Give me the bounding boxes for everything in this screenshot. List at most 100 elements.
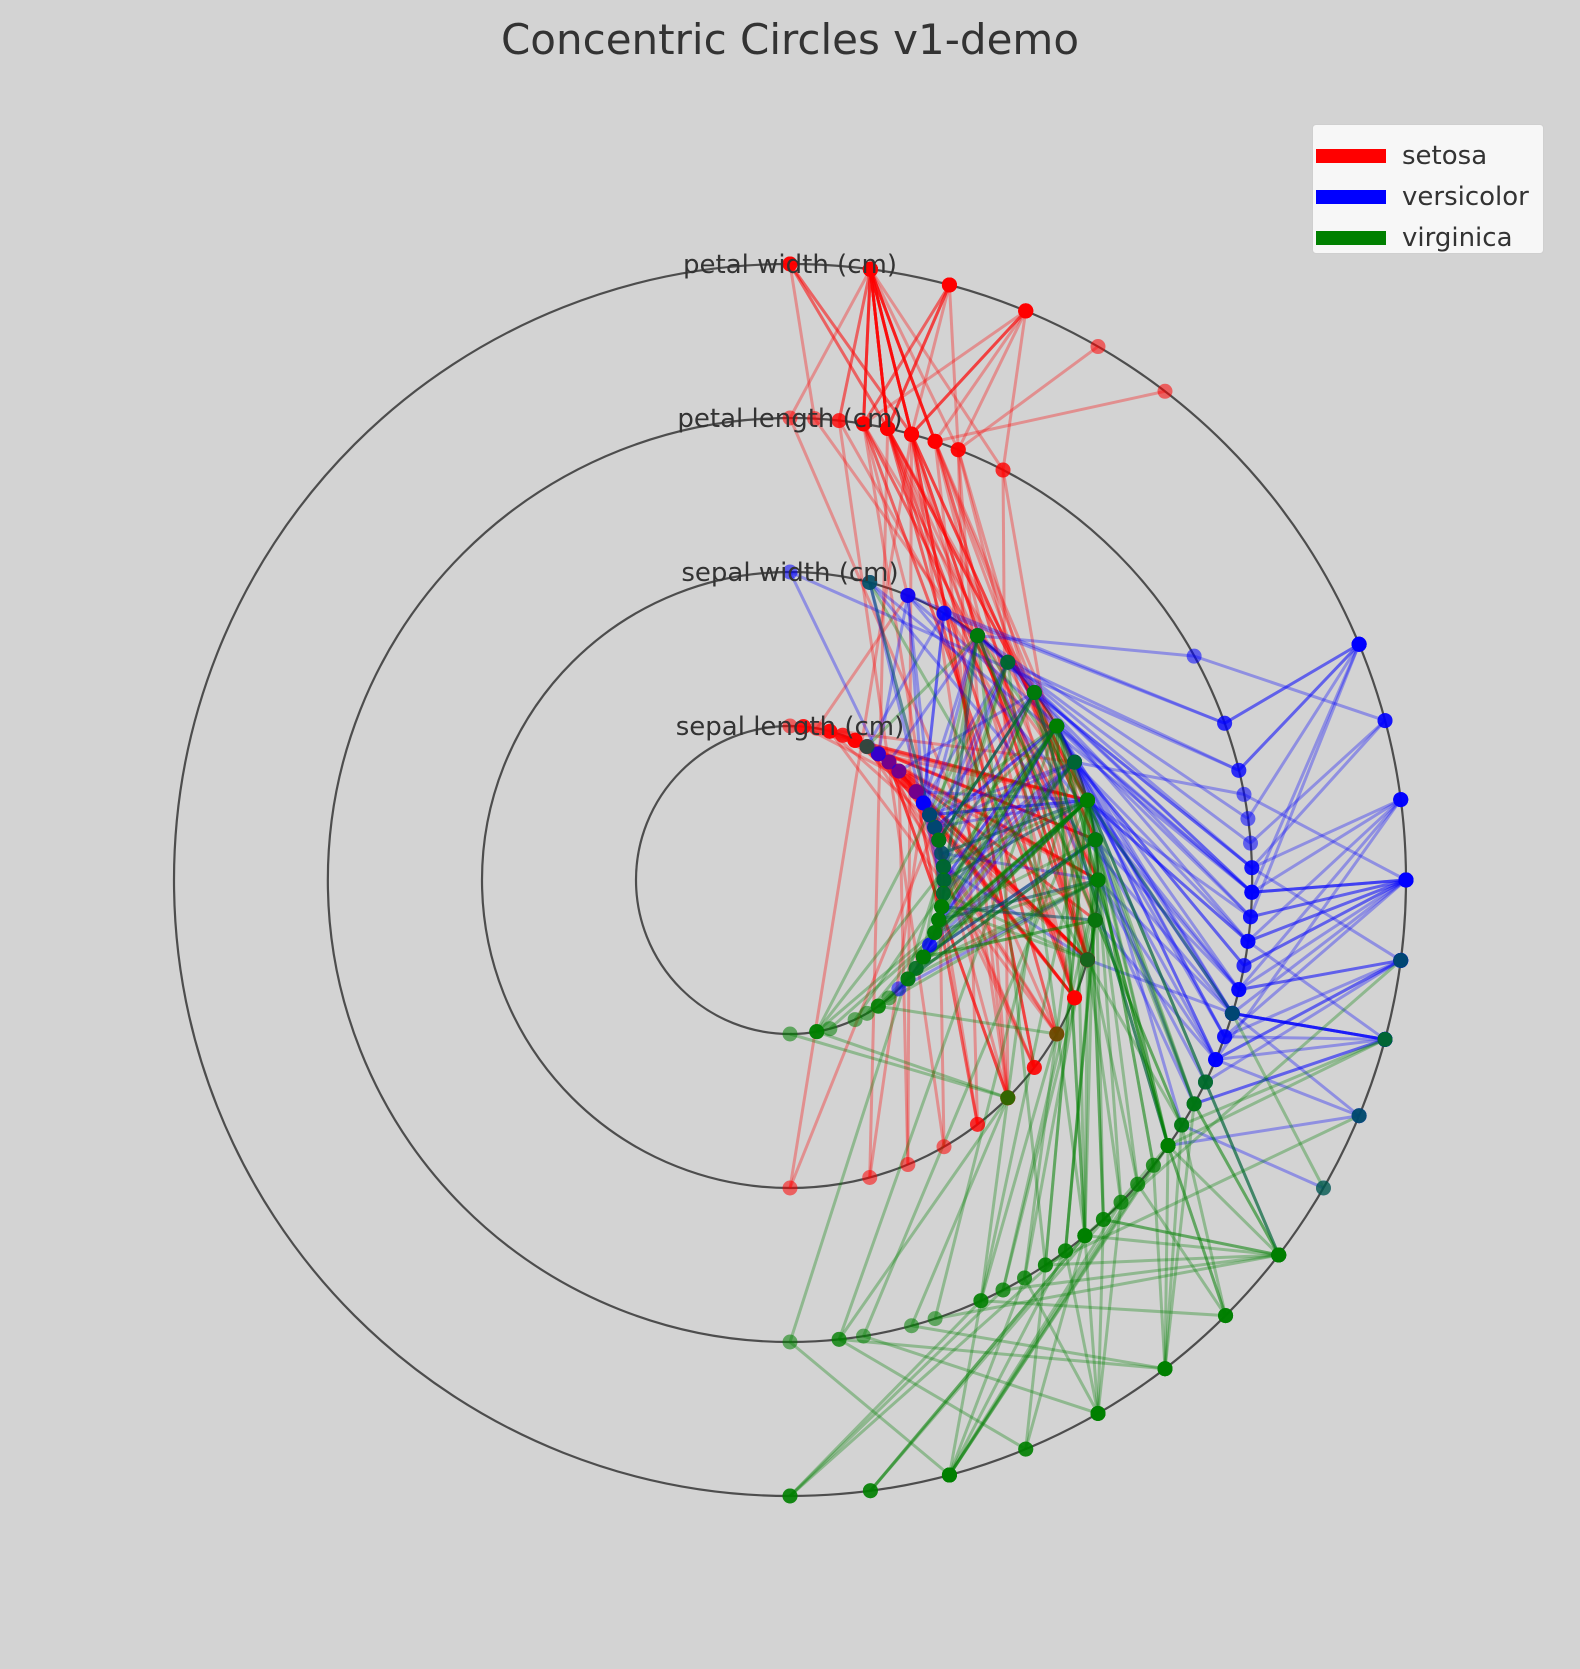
- link-virginica-125-2: [1002, 1253, 1279, 1292]
- link-setosa-25-1: [933, 440, 1089, 801]
- link-setosa-28-2: [868, 269, 890, 429]
- link-versicolor-92-2: [1251, 798, 1402, 894]
- link-virginica-134-1: [1006, 662, 1087, 1236]
- point-setosa-29-sepal-length: [835, 727, 851, 743]
- link-versicolor-71-2: [1251, 878, 1407, 894]
- link-versicolor-67-0: [937, 691, 1036, 841]
- ring-label-petal-length: petal length (cm): [677, 404, 902, 434]
- point-virginica-143-sepal-length: [908, 960, 924, 976]
- point-versicolor-50-sepal-length: [891, 981, 907, 997]
- link-versicolor-86-0: [922, 838, 1097, 959]
- point-virginica-102-sepal-length: [881, 990, 897, 1006]
- link-virginica-147-2: [1151, 1165, 1167, 1369]
- point-virginica-137-sepal-length: [931, 912, 947, 928]
- point-versicolor-98-sepal-length: [881, 754, 897, 770]
- point-setosa-48-sepal-width: [1026, 1059, 1042, 1075]
- link-versicolor-93-2: [1223, 642, 1360, 725]
- link-virginica-101-0: [937, 691, 1036, 841]
- point-virginica-140-petal-width: [862, 1483, 878, 1499]
- link-virginica-103-2: [1084, 1234, 1279, 1257]
- point-virginica-140-petal-length: [1077, 1228, 1093, 1244]
- link-virginica-118-2: [789, 1340, 951, 1477]
- point-virginica-119-sepal-width: [862, 574, 878, 590]
- link-setosa-21-2: [910, 309, 1027, 436]
- point-virginica-144-petal-length: [1058, 1243, 1074, 1259]
- link-virginica-149-1: [1086, 799, 1170, 1146]
- link-versicolor-95-1: [1086, 799, 1249, 943]
- link-virginica-147-1: [1086, 800, 1155, 1166]
- point-setosa-33-sepal-width: [862, 1170, 878, 1186]
- link-virginica-146-1: [976, 635, 1184, 1126]
- link-versicolor-59-2: [1251, 866, 1402, 962]
- link-versicolor-55-1: [1055, 725, 1234, 1015]
- link-versicolor-53-1: [906, 594, 1253, 894]
- link-setosa-1-1: [886, 427, 1089, 801]
- link-setosa-6-1: [886, 427, 1089, 961]
- link-virginica-130-2: [980, 1299, 1226, 1318]
- link-versicolor-92-1: [1006, 661, 1253, 894]
- link-virginica-137-0: [938, 838, 1097, 922]
- link-virginica-133-2: [1167, 1038, 1386, 1147]
- point-setosa-14-sepal-width: [936, 1139, 952, 1155]
- link-versicolor-56-2: [1215, 1058, 1360, 1118]
- link-setosa-16-2: [862, 309, 1027, 426]
- link-setosa-22-1: [788, 417, 1059, 1035]
- link-virginica-139-1: [1093, 839, 1123, 1203]
- link-setosa-17-1: [886, 427, 1076, 999]
- link-setosa-18-1: [956, 449, 1010, 1098]
- link-virginica-126-1: [1055, 725, 1207, 1083]
- link-setosa-24-1: [1001, 469, 1089, 960]
- point-virginica-141-sepal-length: [900, 971, 916, 987]
- link-versicolor-78-0: [942, 760, 1076, 868]
- point-setosa-35-petal-length: [831, 413, 847, 429]
- link-virginica-143-0: [915, 878, 1099, 970]
- link-versicolor-89-1: [976, 634, 1253, 894]
- link-versicolor-81-2: [1246, 643, 1361, 820]
- link-setosa-7-1: [910, 433, 1089, 961]
- link-virginica-138-0: [942, 798, 1089, 868]
- link-virginica-140-2: [869, 1234, 1087, 1492]
- link-versicolor-57-2: [1223, 642, 1360, 725]
- link-versicolor-99-2: [1250, 878, 1407, 919]
- link-versicolor-98-1: [977, 634, 1195, 658]
- link-setosa-31-1: [910, 433, 1089, 961]
- link-virginica-118-1: [788, 661, 1010, 1343]
- link-setosa-0-1: [886, 427, 1076, 999]
- link-setosa-30-1: [933, 440, 1097, 841]
- link-setosa-37-1: [886, 428, 1059, 1035]
- link-setosa-37-2: [788, 263, 889, 430]
- link-versicolor-77-0: [922, 799, 1089, 959]
- point-virginica-107-sepal-length: [859, 1005, 875, 1021]
- point-virginica-141-sepal-width: [1087, 832, 1103, 848]
- link-virginica-144-1: [1064, 920, 1097, 1251]
- link-versicolor-89-0: [921, 635, 979, 804]
- link-setosa-45-1: [886, 427, 1089, 801]
- link-setosa-44-0: [887, 761, 1010, 1099]
- legend-label-setosa: setosa: [1402, 140, 1488, 171]
- link-virginica-117-2: [838, 1338, 1027, 1451]
- link-virginica-113-2: [1163, 1124, 1184, 1369]
- link-setosa-6-2: [886, 284, 951, 430]
- link-versicolor-80-2: [1249, 719, 1387, 845]
- link-versicolor-66-0: [929, 798, 1088, 817]
- link-virginica-144-0: [923, 918, 1096, 959]
- link-versicolor-81-0: [921, 613, 946, 804]
- link-setosa-16-0: [914, 791, 979, 1125]
- link-setosa-22-2: [788, 268, 872, 419]
- point-versicolor-60-sepal-width: [782, 564, 798, 580]
- link-versicolor-54-2: [1224, 1035, 1386, 1041]
- link-virginica-131-2: [911, 1324, 1166, 1371]
- link-setosa-43-2: [934, 389, 1166, 443]
- point-versicolor-81-petal-length: [1240, 811, 1256, 827]
- link-virginica-134-2: [1083, 959, 1402, 1237]
- link-versicolor-80-1: [943, 612, 1252, 845]
- point-virginica-118-petal-length: [782, 1334, 798, 1350]
- link-virginica-107-0: [865, 761, 1076, 1015]
- link-setosa-12-2: [788, 263, 889, 430]
- point-versicolor-93-petal-length: [1217, 715, 1233, 731]
- link-virginica-118-0: [815, 661, 1010, 1033]
- link-virginica-122-2: [838, 1337, 1166, 1371]
- point-virginica-147-sepal-length: [927, 925, 943, 941]
- link-versicolor-76-2: [1204, 959, 1402, 1084]
- link-setosa-24-0: [854, 739, 1089, 961]
